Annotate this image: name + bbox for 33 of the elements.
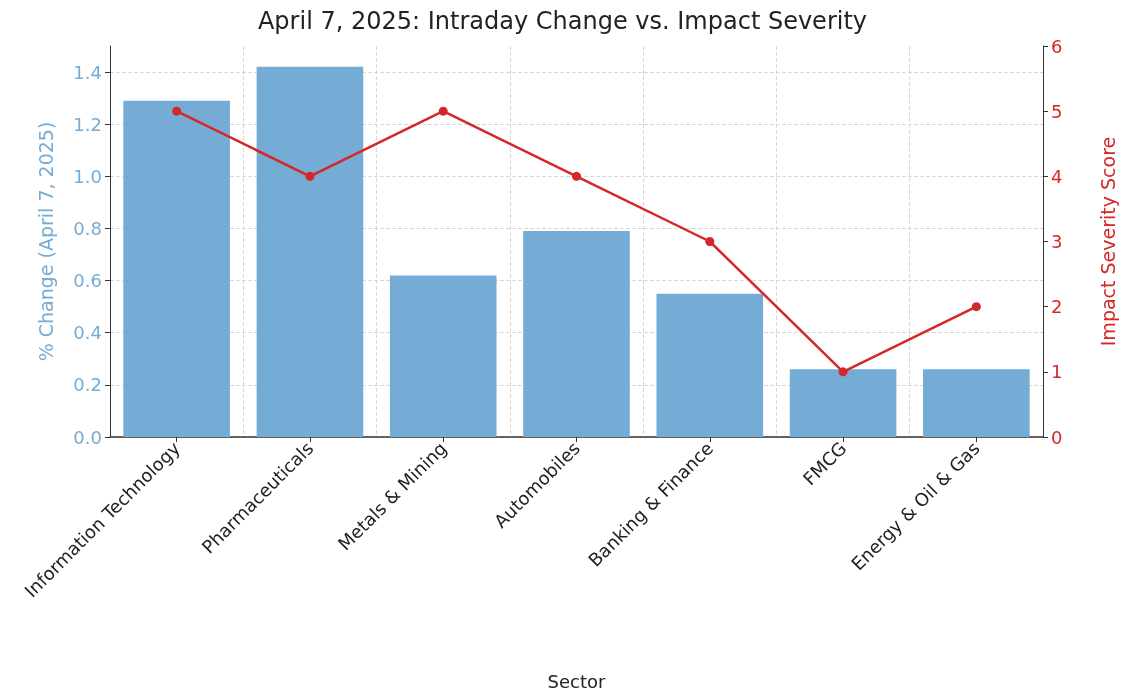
- bar: [656, 293, 764, 437]
- point: [172, 106, 182, 116]
- bar: [123, 100, 230, 437]
- x-axis-title: Sector: [547, 670, 607, 692]
- chart-title: April 7, 2025: Intraday Change vs. Impact Severity: [257, 7, 868, 35]
- y-tick-label: 0.6: [73, 270, 102, 292]
- point: [838, 367, 848, 377]
- y2-tick-label: 5: [1051, 100, 1063, 122]
- y-tick-label: 0.2: [73, 374, 102, 396]
- y-tick-label: 1.2: [73, 113, 102, 135]
- bar: [789, 369, 897, 437]
- y2-tick-label: 3: [1051, 231, 1063, 252]
- point: [705, 237, 715, 246]
- bar: [923, 369, 1030, 437]
- point: [572, 171, 581, 181]
- y2-tick-label: 1: [1051, 361, 1063, 383]
- y-tick-label: 0.4: [73, 322, 102, 344]
- y-tick-label: 0.0: [73, 426, 102, 448]
- y2-tick-label: 2: [1051, 296, 1063, 318]
- y-tick-label: 0.8: [73, 217, 102, 239]
- point: [971, 302, 981, 312]
- bar: [256, 66, 364, 437]
- y2-tick-label: 0: [1051, 426, 1063, 448]
- bar: [523, 231, 630, 437]
- bar: [389, 275, 497, 437]
- point: [438, 106, 448, 116]
- point: [305, 171, 315, 181]
- y2-tick-label: 4: [1051, 165, 1063, 187]
- y-axis-title: % Change (April 7, 2025): [34, 121, 57, 362]
- y-tick-label: 1.0: [73, 165, 102, 187]
- y2-tick-label: 6: [1051, 35, 1063, 57]
- y-tick-label: 1.4: [73, 61, 102, 83]
- y2-axis-title: Impact Severity Score: [1096, 136, 1119, 347]
